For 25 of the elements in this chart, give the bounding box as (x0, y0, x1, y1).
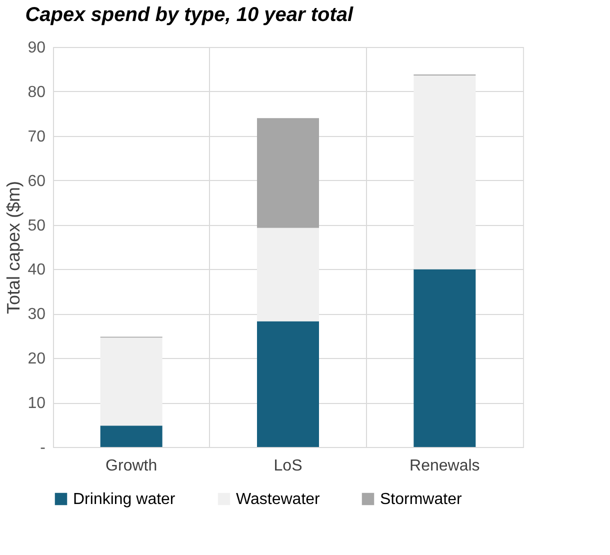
legend-label: Drinking water (73, 491, 176, 508)
bar (414, 75, 476, 270)
y-tick-label: 90 (28, 40, 46, 56)
y-tick-label: 10 (28, 395, 46, 412)
bar (100, 338, 162, 426)
y-tick-label: 20 (28, 350, 46, 368)
legend-label: Wastewater (236, 491, 321, 508)
y-tick-label: 80 (28, 84, 46, 101)
y-axis-title: Total capex ($m) (4, 180, 24, 314)
x-tick-label: LoS (274, 458, 302, 474)
chart-title: Capex spend by type, 10 year total (25, 4, 354, 26)
bar (414, 269, 476, 447)
x-tick-label: Renewals (410, 458, 480, 474)
bar (257, 228, 319, 322)
y-tick-label: 50 (28, 217, 46, 234)
bar (100, 426, 162, 447)
legend-label: Stormwater (380, 491, 462, 508)
y-tick-label: - (40, 440, 46, 456)
y-tick-label: 40 (28, 262, 46, 279)
y-tick-label: 60 (28, 172, 46, 190)
bar (257, 321, 319, 447)
y-tick-label: 30 (28, 306, 46, 324)
y-tick-label: 70 (28, 128, 46, 146)
bar (257, 118, 319, 228)
x-tick-label: Growth (106, 458, 158, 474)
